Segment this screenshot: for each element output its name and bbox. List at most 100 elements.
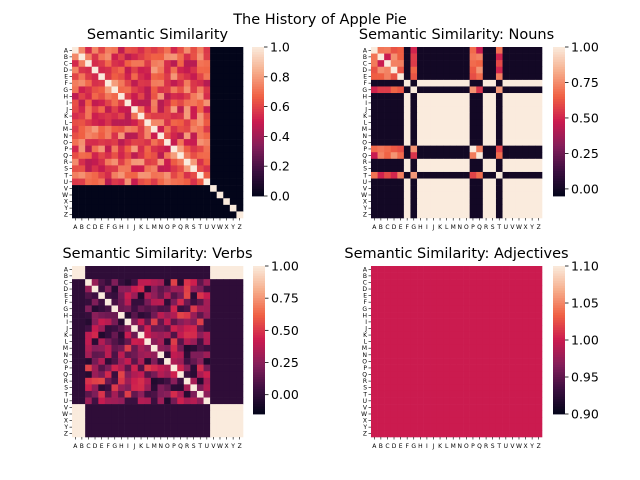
heatmap-cell bbox=[423, 112, 431, 120]
heatmap-cell bbox=[236, 338, 244, 346]
heatmap-cell bbox=[371, 152, 378, 160]
heatmap-cell bbox=[118, 191, 125, 199]
heatmap-cell bbox=[150, 112, 158, 120]
heatmap-cell bbox=[403, 171, 411, 179]
x-tick-label: R bbox=[185, 224, 189, 231]
heatmap-cell bbox=[216, 390, 224, 398]
heatmap-cell bbox=[236, 384, 244, 392]
heatmap-cell bbox=[85, 73, 93, 81]
heatmap-cell bbox=[216, 66, 224, 74]
heatmap-cell bbox=[430, 171, 438, 179]
heatmap-cell bbox=[118, 204, 125, 212]
heatmap-cell bbox=[443, 423, 451, 431]
heatmap-cell bbox=[85, 158, 93, 166]
heatmap-cell bbox=[384, 377, 392, 385]
x-tick-label: C bbox=[385, 443, 389, 450]
heatmap-cell bbox=[522, 384, 530, 392]
heatmap-cell bbox=[72, 397, 79, 405]
heatmap-cell bbox=[164, 377, 171, 385]
heatmap-cell bbox=[131, 152, 139, 160]
heatmap-cell bbox=[449, 384, 457, 392]
colorbar-segment bbox=[553, 280, 565, 284]
heatmap-cell bbox=[85, 191, 93, 199]
colorbar-segment bbox=[553, 126, 565, 130]
heatmap-cell bbox=[85, 79, 93, 87]
x-tick-label: A bbox=[372, 443, 377, 450]
heatmap-cell bbox=[98, 371, 106, 379]
colorbar-segment bbox=[253, 409, 265, 412]
heatmap-cell bbox=[229, 132, 237, 140]
heatmap-cell bbox=[118, 60, 125, 68]
colorbar-tick-label: 1.05 bbox=[571, 296, 599, 311]
heatmap-cell bbox=[190, 397, 198, 405]
heatmap-cell bbox=[91, 266, 99, 273]
heatmap-cell bbox=[449, 358, 457, 365]
heatmap-cell bbox=[150, 211, 158, 219]
heatmap-cell bbox=[144, 106, 152, 114]
heatmap-cell bbox=[522, 165, 530, 173]
heatmap-cell bbox=[515, 312, 523, 319]
heatmap-cell bbox=[137, 79, 145, 87]
heatmap-cell bbox=[495, 171, 503, 179]
heatmap-cell bbox=[436, 371, 444, 379]
heatmap-cell bbox=[515, 279, 523, 287]
heatmap-cell bbox=[177, 292, 185, 300]
colorbar-segment bbox=[252, 114, 264, 117]
heatmap-cell bbox=[196, 132, 204, 140]
heatmap-cell bbox=[223, 377, 231, 385]
heatmap-cell bbox=[183, 279, 191, 287]
heatmap-cell bbox=[170, 73, 178, 81]
heatmap-cell bbox=[190, 125, 198, 133]
heatmap-cell bbox=[390, 331, 398, 339]
heatmap-cell bbox=[131, 73, 139, 81]
colorbar-segment bbox=[252, 131, 264, 135]
heatmap-cell bbox=[210, 99, 217, 107]
heatmap-cell bbox=[98, 390, 106, 398]
heatmap-cell bbox=[91, 152, 99, 160]
heatmap-cell bbox=[423, 292, 431, 300]
x-tick-label: O bbox=[165, 224, 170, 231]
heatmap-cell bbox=[522, 112, 530, 120]
heatmap-cell bbox=[522, 364, 530, 372]
heatmap-cell bbox=[528, 139, 536, 146]
colorbar-tick-label: 1.00 bbox=[571, 333, 599, 348]
heatmap-cell bbox=[170, 404, 178, 411]
heatmap-cell bbox=[397, 325, 405, 333]
heatmap-cell bbox=[210, 125, 217, 133]
heatmap-cell bbox=[377, 165, 385, 173]
heatmap-cell bbox=[528, 79, 536, 87]
heatmap-cell bbox=[144, 211, 152, 219]
x-tick-label: P bbox=[471, 443, 475, 450]
x-tick-label: Q bbox=[178, 224, 183, 231]
heatmap-cell bbox=[91, 292, 99, 300]
heatmap-cell bbox=[203, 60, 211, 68]
heatmap-cell bbox=[164, 279, 171, 287]
heatmap-cell bbox=[124, 204, 132, 212]
heatmap-cell bbox=[137, 285, 145, 293]
colorbar-segment bbox=[253, 288, 265, 292]
heatmap-cell bbox=[104, 112, 112, 120]
y-tick-label: N bbox=[363, 352, 368, 359]
heatmap-cell bbox=[111, 390, 119, 398]
heatmap-cell bbox=[72, 145, 79, 153]
heatmap-cell bbox=[515, 384, 523, 392]
colorbar-segment bbox=[553, 391, 565, 395]
heatmap-cell bbox=[443, 364, 451, 372]
colorbar-segment bbox=[553, 394, 565, 398]
x-tick-label: W bbox=[217, 443, 223, 450]
heatmap-cell bbox=[463, 371, 470, 379]
heatmap-cell bbox=[98, 377, 106, 385]
heatmap-cell bbox=[177, 60, 185, 68]
heatmap-cell bbox=[104, 86, 112, 94]
heatmap-cell bbox=[489, 404, 497, 411]
heatmap-cell bbox=[216, 404, 224, 411]
heatmap-cell bbox=[403, 292, 411, 300]
heatmap-cell bbox=[476, 204, 484, 212]
heatmap-cell bbox=[469, 325, 477, 333]
heatmap-cell bbox=[384, 364, 392, 372]
heatmap-cell bbox=[489, 93, 497, 100]
colorbar-segment bbox=[252, 49, 264, 53]
heatmap-cell bbox=[423, 171, 431, 179]
heatmap-cell bbox=[522, 99, 530, 107]
colorbar-segment bbox=[252, 171, 264, 175]
